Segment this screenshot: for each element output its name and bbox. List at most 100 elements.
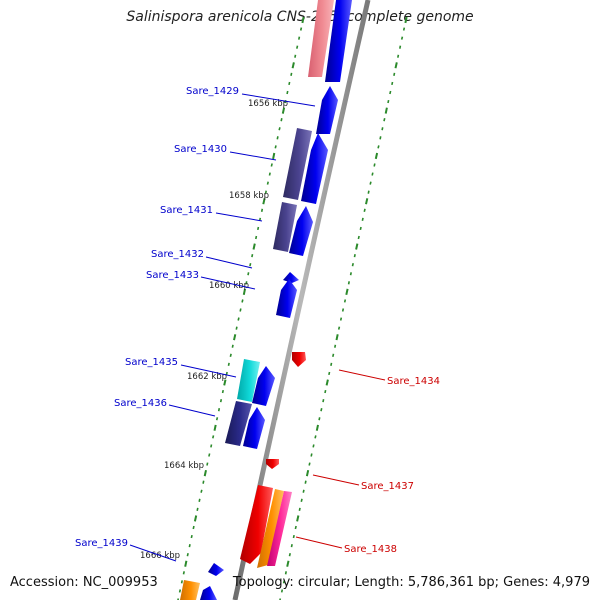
tick-mark — [363, 208, 366, 212]
tick-mark — [359, 226, 362, 231]
gene-arrow[interactable] — [301, 133, 328, 204]
kbp-label: 1666 kbp — [140, 551, 180, 561]
gene-arrow[interactable] — [308, 0, 334, 77]
tick-mark — [310, 453, 313, 457]
gene-arrow[interactable] — [180, 580, 200, 600]
tick-mark — [284, 571, 287, 575]
tick-mark — [355, 243, 359, 250]
tick-mark — [404, 16, 408, 24]
tick-mark — [298, 507, 301, 511]
gene-label-sare-1434[interactable]: Sare_1434 — [387, 376, 440, 387]
tick-mark — [249, 263, 252, 267]
tick-mark — [242, 288, 246, 295]
tick-mark — [341, 308, 345, 312]
outer-tick-ring — [177, 16, 305, 600]
reverse-strand-genes — [240, 352, 306, 568]
tick-mark — [305, 469, 310, 477]
tick-mark — [208, 453, 211, 457]
gene-arrow[interactable] — [225, 401, 252, 446]
tick-mark — [288, 553, 291, 557]
gene-label-sare-1435[interactable]: Sare_1435 — [125, 357, 178, 368]
gene-arrow[interactable] — [243, 407, 265, 449]
tick-mark — [186, 553, 189, 557]
tick-mark — [180, 580, 183, 584]
tick-mark — [299, 27, 303, 31]
tick-mark — [302, 489, 305, 493]
tick-mark — [251, 254, 254, 258]
gene-arrow[interactable] — [208, 563, 224, 576]
tick-mark — [231, 344, 234, 348]
gene-arrow[interactable] — [276, 279, 297, 318]
tick-mark — [290, 544, 293, 548]
tick-mark — [296, 45, 299, 49]
tick-mark — [245, 281, 248, 285]
tick-mark — [298, 36, 301, 40]
tick-mark — [377, 145, 380, 149]
gene-label-sare-1436[interactable]: Sare_1436 — [114, 398, 167, 409]
tick-mark — [374, 152, 379, 160]
tick-mark — [365, 198, 369, 205]
kbp-label: 1660 kbp — [209, 281, 249, 291]
tick-mark — [274, 145, 277, 149]
gene-arrow[interactable] — [240, 485, 273, 564]
tick-mark — [394, 62, 398, 69]
gene-label-sare-1432[interactable]: Sare_1432 — [151, 249, 204, 260]
gene-arrow[interactable] — [267, 491, 292, 566]
tick-mark — [279, 598, 282, 600]
gene-label-sare-1439[interactable]: Sare_1439 — [75, 538, 128, 549]
gene-arrow[interactable] — [289, 206, 313, 256]
kbp-label: 1656 kbp — [248, 99, 288, 109]
tick-mark — [337, 326, 341, 330]
gene-label-sare-1431[interactable]: Sare_1431 — [160, 205, 213, 216]
tick-mark — [198, 498, 201, 502]
tick-mark — [178, 589, 182, 593]
tick-mark — [276, 136, 279, 140]
tick-mark — [196, 507, 199, 511]
gene-arrow[interactable] — [283, 272, 299, 283]
gene-label-sare-1438[interactable]: Sare_1438 — [344, 544, 397, 555]
gene-arrow[interactable] — [252, 366, 275, 406]
kbp-label: 1658 kbp — [229, 191, 269, 201]
tick-mark — [357, 235, 360, 240]
gene-arrow[interactable] — [325, 0, 352, 82]
gene-arrow[interactable] — [200, 586, 217, 600]
tick-mark — [371, 172, 374, 176]
tick-mark — [288, 81, 291, 86]
gene-label-sare-1433[interactable]: Sare_1433 — [146, 270, 199, 281]
tick-mark — [286, 560, 290, 567]
gene-arrow[interactable] — [237, 359, 260, 402]
tick-mark — [294, 525, 297, 530]
kbp-labels: 1656 kbp 1658 kbp 1660 kbp 1662 kbp 1664… — [140, 99, 288, 561]
gene-arrow[interactable] — [273, 202, 297, 252]
tick-mark — [314, 435, 317, 439]
tick-mark — [291, 62, 295, 69]
tick-mark — [202, 480, 205, 484]
gene-arrow[interactable] — [316, 86, 338, 134]
tick-mark — [300, 498, 303, 502]
gene-arrow[interactable] — [283, 128, 312, 200]
tick-mark — [296, 515, 300, 522]
gene-arrow[interactable] — [257, 489, 284, 568]
tick-mark — [383, 118, 386, 122]
gene-label-sare-1430[interactable]: Sare_1430 — [174, 144, 227, 155]
gene-arrow[interactable] — [266, 459, 279, 469]
gene-arrow[interactable] — [292, 352, 306, 367]
tick-mark — [393, 72, 396, 76]
tick-mark — [308, 462, 311, 466]
tick-mark — [402, 27, 406, 31]
tick-mark — [389, 90, 392, 95]
tick-mark — [334, 344, 337, 348]
tick-mark — [361, 217, 364, 221]
gene-label-sare-1429[interactable]: Sare_1429 — [186, 86, 239, 97]
tick-mark — [184, 560, 188, 567]
tick-mark — [203, 469, 207, 477]
tick-mark — [192, 525, 195, 530]
tick-mark — [219, 399, 223, 403]
tick-mark — [268, 172, 271, 176]
tick-mark — [255, 235, 258, 240]
gene-label-sare-1437[interactable]: Sare_1437 — [361, 481, 414, 492]
tick-mark — [315, 424, 319, 431]
tick-mark — [200, 489, 203, 493]
tick-mark — [349, 272, 352, 276]
